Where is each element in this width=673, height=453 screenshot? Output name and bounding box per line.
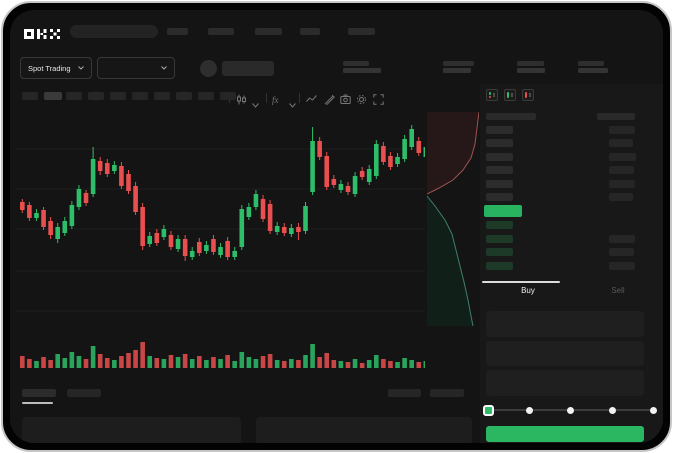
camera-icon[interactable] (340, 92, 351, 104)
settings-gear-icon[interactable] (356, 92, 367, 104)
ask-price-placeholder[interactable] (486, 179, 513, 188)
depth-chart (427, 112, 479, 326)
slider-handle[interactable] (483, 405, 494, 416)
indicators-fx-icon[interactable]: fx (272, 92, 283, 105)
last-price-highlight[interactable] (484, 205, 522, 217)
bid-price-placeholder[interactable] (486, 248, 513, 256)
timeframe-button[interactable] (22, 92, 38, 100)
fullscreen-icon[interactable] (373, 92, 384, 105)
chevron-down-icon (161, 66, 167, 70)
orderbook-col-header-amount (597, 113, 635, 120)
draw-tool-icon[interactable] (324, 92, 335, 106)
svg-text:fx: fx (272, 95, 279, 105)
bottom-panel (256, 417, 472, 443)
volume-chart (20, 342, 425, 368)
timeframe-button[interactable] (132, 92, 148, 100)
timeframe-button[interactable] (66, 92, 82, 100)
bottom-tab-placeholder[interactable] (67, 389, 101, 397)
ask-price-placeholder[interactable] (486, 152, 513, 161)
stat-label-placeholder (343, 61, 369, 66)
slider-step-dot[interactable] (650, 407, 657, 414)
chevron-down-icon[interactable] (289, 95, 300, 108)
orderbook-mode-both-icon[interactable] (486, 89, 498, 101)
stat-label-placeholder (443, 61, 474, 66)
market-type-label: Spot Trading (28, 63, 71, 73)
ask-amount-placeholder (609, 179, 635, 188)
timeframe-button[interactable] (110, 92, 126, 100)
divider (266, 93, 267, 103)
bottom-tab-active-underline (22, 402, 53, 404)
bottom-action-placeholder[interactable] (430, 389, 464, 397)
coin-avatar (200, 60, 217, 77)
ask-price-placeholder[interactable] (486, 139, 513, 148)
nav-item-placeholder[interactable] (167, 28, 188, 35)
ask-amount-placeholder (609, 193, 633, 201)
stat-value-placeholder (517, 68, 545, 73)
tab-sell[interactable]: Sell (611, 286, 625, 295)
slider-step-dot[interactable] (525, 407, 533, 414)
order-input-field[interactable] (486, 341, 644, 366)
slider-step-dot[interactable] (567, 407, 574, 414)
nav-item-placeholder[interactable] (300, 28, 320, 35)
app-screen: Spot Trading (10, 10, 663, 443)
bottom-tab-placeholder[interactable] (22, 389, 56, 397)
bid-amount-placeholder (609, 248, 634, 256)
buy-submit-button[interactable] (486, 426, 644, 442)
stat-value-placeholder (443, 68, 471, 73)
stat-label-placeholder (517, 61, 544, 66)
orderbook-mode-asks-icon[interactable] (522, 89, 534, 101)
timeframe-button[interactable] (198, 92, 214, 100)
nav-item-placeholder[interactable] (348, 28, 375, 35)
stat-value-placeholder (578, 68, 608, 73)
line-tool-icon[interactable] (306, 92, 317, 103)
ask-amount-placeholder (609, 126, 635, 134)
bid-amount-placeholder (609, 261, 635, 270)
active-tab-indicator (482, 281, 560, 283)
timeframe-button[interactable] (220, 92, 236, 100)
stat-value-placeholder (343, 68, 381, 73)
bid-price-placeholder[interactable] (486, 261, 513, 270)
bid-price-placeholder[interactable] (486, 221, 513, 229)
order-input-field[interactable] (486, 370, 644, 396)
pair-name-placeholder (222, 61, 274, 76)
candle-type-icon[interactable] (236, 92, 247, 105)
nav-item-placeholder[interactable] (208, 28, 234, 35)
bid-amount-placeholder (609, 234, 635, 243)
bid-price-placeholder[interactable] (486, 234, 513, 243)
chevron-down-icon[interactable] (252, 95, 263, 108)
ask-amount-placeholder (609, 152, 636, 161)
okx-logo-icon (22, 26, 62, 44)
ask-amount-placeholder (609, 139, 633, 148)
timeframe-button[interactable] (88, 92, 104, 100)
timeframe-button[interactable] (154, 92, 170, 100)
ask-price-placeholder[interactable] (486, 126, 513, 134)
ask-amount-placeholder (609, 166, 634, 175)
orderbook-col-header-price (486, 113, 536, 120)
timeframe-button[interactable] (44, 92, 62, 100)
slider-step-dot[interactable] (608, 407, 616, 414)
candlestick-chart[interactable] (15, 111, 425, 335)
order-input-field[interactable] (486, 311, 644, 337)
stat-label-placeholder (578, 61, 604, 66)
tab-buy[interactable]: Buy (521, 286, 535, 295)
market-type-dropdown[interactable]: Spot Trading (20, 57, 92, 79)
pair-filter-dropdown[interactable] (97, 57, 175, 79)
orderbook-mode-bids-icon[interactable] (504, 89, 516, 101)
bottom-panel (22, 417, 241, 443)
nav-item-placeholder[interactable] (255, 28, 282, 35)
divider (299, 93, 300, 103)
search-input[interactable] (70, 25, 158, 38)
chevron-down-icon (78, 66, 84, 70)
bottom-action-placeholder[interactable] (388, 389, 421, 397)
ask-price-placeholder[interactable] (486, 193, 513, 201)
ask-price-placeholder[interactable] (486, 166, 513, 175)
timeframe-button[interactable] (176, 92, 192, 100)
